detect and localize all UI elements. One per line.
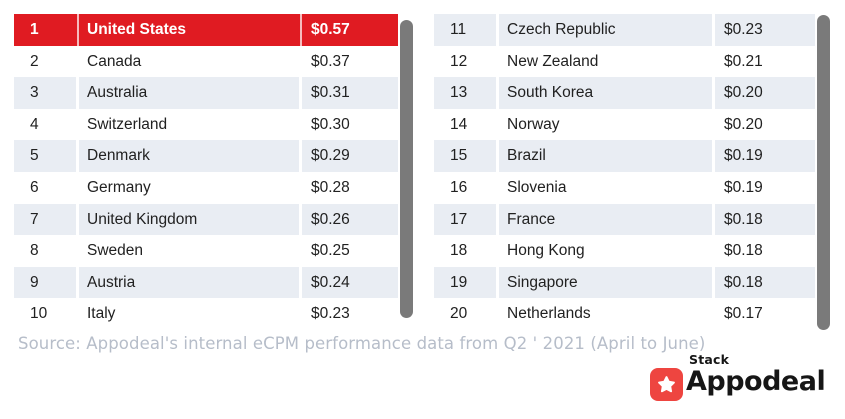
- ecpm-value-cell: $0.29: [302, 140, 398, 172]
- ecpm-value-cell: $0.17: [724, 305, 763, 323]
- table-row: 7 United Kingdom $0.26: [14, 203, 398, 236]
- country-cell: Germany: [87, 179, 151, 197]
- country-cell: Canada: [87, 52, 142, 70]
- ecpm-value-cell: $0.31: [302, 77, 398, 109]
- rank-cell: 4: [30, 115, 39, 133]
- country-cell: United States: [76, 14, 299, 46]
- right-table-scrollbar-thumb[interactable]: [817, 15, 830, 330]
- table-row: 6 Germany $0.28: [14, 172, 398, 204]
- logo-appodeal-text: Appodeal: [686, 366, 826, 397]
- country-cell: Denmark: [79, 140, 299, 172]
- rank-cell: 11: [434, 14, 496, 46]
- ecpm-value-cell: $0.18: [715, 266, 815, 299]
- rank-cell: 14: [450, 115, 468, 133]
- ecpm-value-cell: $0.28: [311, 179, 350, 197]
- table-row: 11 Czech Republic $0.23: [434, 14, 815, 46]
- rank-cell: 7: [14, 203, 76, 236]
- table-row: 16 Slovenia $0.19: [434, 172, 815, 204]
- table-row: 9 Austria $0.24: [14, 266, 398, 299]
- ecpm-value-cell: $0.30: [311, 115, 350, 133]
- country-cell: Switzerland: [87, 115, 168, 133]
- ecpm-value-cell: $0.37: [311, 52, 350, 70]
- ecpm-value-cell: $0.18: [715, 203, 815, 236]
- table-row: 2 Canada $0.37: [14, 46, 398, 78]
- rank-cell: 8: [30, 242, 39, 260]
- country-cell: Hong Kong: [507, 242, 585, 260]
- table-row: 18 Hong Kong $0.18: [434, 235, 815, 267]
- rank-cell: 19: [434, 266, 496, 299]
- rank-cell: 9: [14, 266, 76, 299]
- ecpm-value-cell: $0.57: [299, 14, 398, 46]
- country-cell: France: [499, 203, 712, 236]
- table-row: 3 Australia $0.31: [14, 77, 398, 109]
- rank-cell: 16: [450, 179, 468, 197]
- rank-cell: 18: [450, 242, 468, 260]
- rank-cell: 12: [450, 52, 468, 70]
- table-row: 15 Brazil $0.19: [434, 140, 815, 172]
- rank-cell: 15: [434, 140, 496, 172]
- rank-cell: 20: [450, 305, 468, 323]
- rank-cell: 17: [434, 203, 496, 236]
- ecpm-value-cell: $0.26: [302, 203, 398, 236]
- ecpm-table-ranks-1-10: 1 United States $0.57 2 Canada $0.37 3 A…: [14, 14, 398, 330]
- source-note: Source: Appodeal's internal eCPM perform…: [18, 334, 706, 353]
- ecpm-value-cell: $0.24: [302, 266, 398, 299]
- table-row: 14 Norway $0.20: [434, 109, 815, 141]
- table-row: 13 South Korea $0.20: [434, 77, 815, 109]
- logo-stack-text: Stack: [689, 352, 730, 367]
- ecpm-value-cell: $0.18: [724, 242, 763, 260]
- ecpm-value-cell: $0.20: [715, 77, 815, 109]
- rank-cell: 10: [30, 305, 48, 323]
- country-cell: Sweden: [87, 242, 144, 260]
- country-cell: Netherlands: [507, 305, 591, 323]
- table-row: 12 New Zealand $0.21: [434, 46, 815, 78]
- country-cell: Australia: [79, 77, 299, 109]
- country-cell: South Korea: [499, 77, 712, 109]
- rank-cell: 1: [14, 14, 76, 46]
- table-row: 1 United States $0.57: [14, 14, 398, 46]
- country-cell: Norway: [507, 115, 560, 133]
- rank-cell: 5: [14, 140, 76, 172]
- ecpm-value-cell: $0.20: [724, 115, 763, 133]
- ecpm-value-cell: $0.23: [715, 14, 815, 46]
- country-cell: Slovenia: [507, 179, 567, 197]
- table-row: 8 Sweden $0.25: [14, 235, 398, 267]
- rank-cell: 3: [14, 77, 76, 109]
- appodeal-logo-badge: [650, 368, 683, 401]
- rank-cell: 2: [30, 52, 39, 70]
- country-cell: New Zealand: [507, 52, 599, 70]
- table-row: 20 Netherlands $0.17: [434, 298, 815, 330]
- country-cell: Italy: [87, 305, 116, 323]
- country-cell: Brazil: [499, 140, 712, 172]
- table-row: 17 France $0.18: [434, 203, 815, 236]
- ecpm-value-cell: $0.23: [311, 305, 350, 323]
- rank-cell: 13: [434, 77, 496, 109]
- table-row: 10 Italy $0.23: [14, 298, 398, 330]
- country-cell: Austria: [79, 266, 299, 299]
- rank-cell: 6: [30, 179, 39, 197]
- ecpm-value-cell: $0.21: [724, 52, 763, 70]
- star-icon: [657, 375, 676, 394]
- ecpm-value-cell: $0.19: [715, 140, 815, 172]
- country-cell: Singapore: [499, 266, 712, 299]
- table-row: 4 Switzerland $0.30: [14, 109, 398, 141]
- ecpm-table-ranks-11-20: 11 Czech Republic $0.23 12 New Zealand $…: [434, 14, 815, 330]
- table-row: 19 Singapore $0.18: [434, 266, 815, 299]
- left-table-scrollbar-thumb[interactable]: [400, 20, 413, 318]
- country-cell: United Kingdom: [79, 203, 299, 236]
- country-cell: Czech Republic: [499, 14, 712, 46]
- ecpm-value-cell: $0.25: [311, 242, 350, 260]
- ecpm-value-cell: $0.19: [724, 179, 763, 197]
- table-row: 5 Denmark $0.29: [14, 140, 398, 172]
